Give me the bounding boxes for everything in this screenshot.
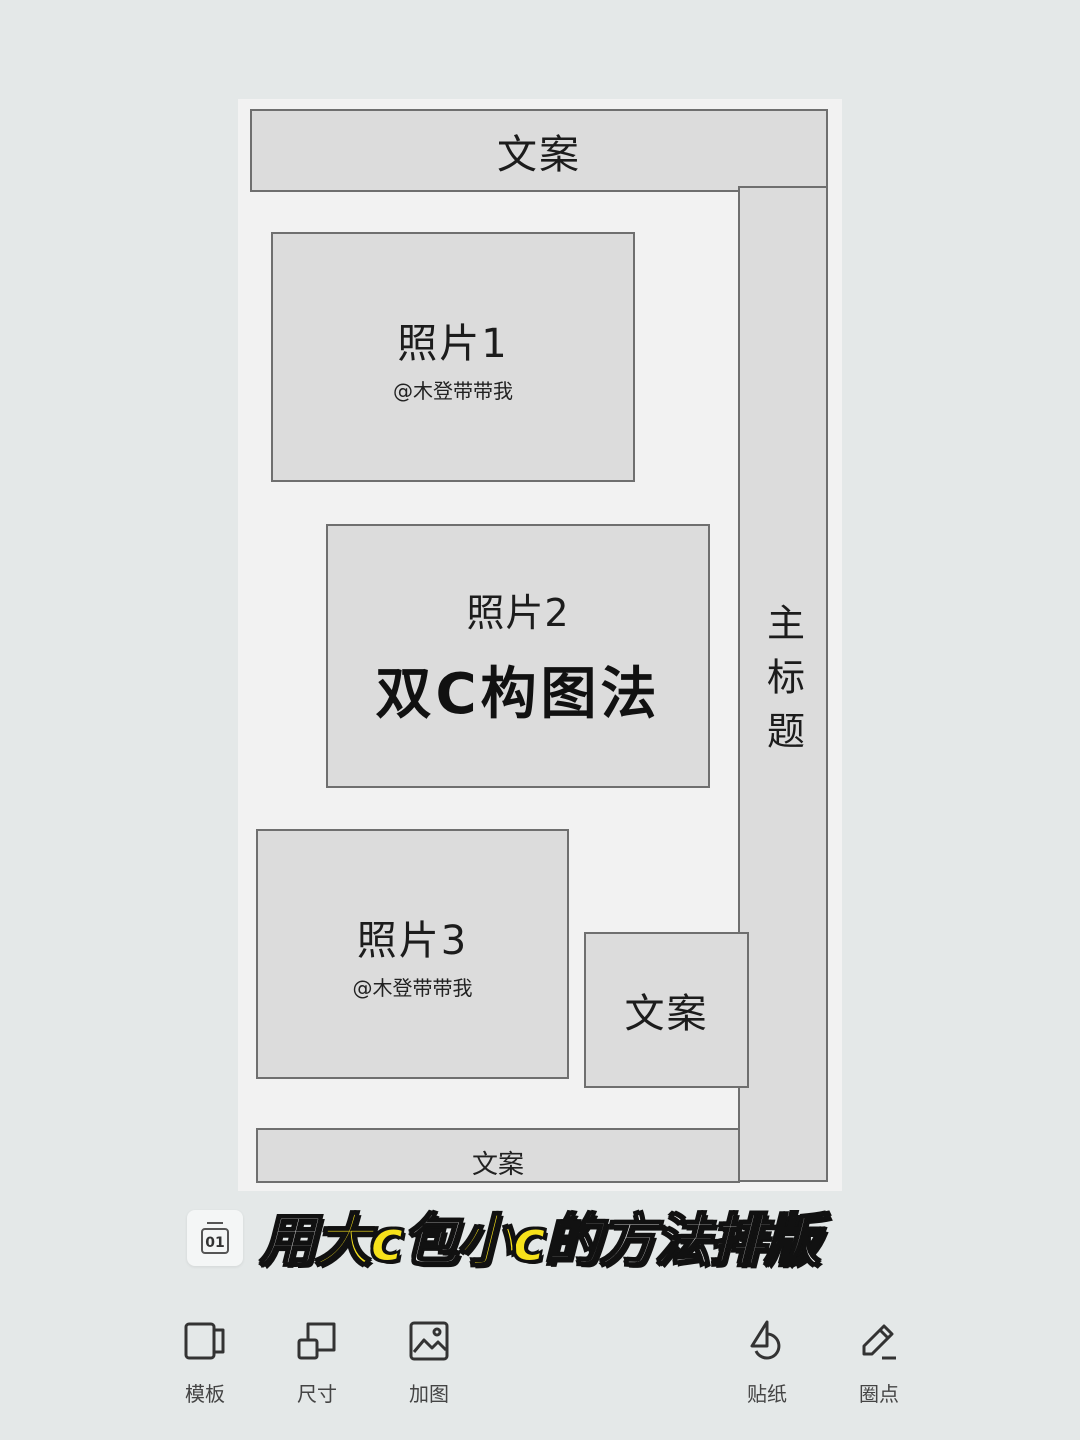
layout-canvas: 文案 主标题 照片1 @木登带带我 照片2 双C构图法 照片3 @木登带带我 文… (238, 99, 842, 1191)
toolbar-template-button[interactable]: 模板 (160, 1318, 250, 1418)
top-copy-label: 文案 (497, 131, 581, 178)
main-title-box[interactable]: 主标题 (738, 186, 828, 1182)
toolbar-annotate-button[interactable]: 圈点 (834, 1318, 924, 1418)
photo3-credit: @木登带带我 (352, 975, 473, 1000)
toolbar-add-image-button[interactable]: 加图 (384, 1318, 474, 1418)
page-thumbnail-button[interactable]: 01 (187, 1210, 243, 1266)
main-title-label: 主标题 (760, 603, 805, 765)
photo2-box[interactable]: 照片2 双C构图法 (326, 524, 710, 788)
subtitle-part: 用 (259, 1208, 317, 1275)
toolbar-template-label: 模板 (185, 1382, 225, 1406)
toolbar-annotate-label: 圈点 (859, 1382, 899, 1406)
toolbar-size-button[interactable]: 尺寸 (272, 1318, 362, 1418)
toolbar-sticker-label: 贴纸 (747, 1382, 787, 1406)
photo2-label: 照片2 (466, 591, 570, 635)
side-copy-box[interactable]: 文案 (584, 932, 749, 1088)
bottom-copy-label: 文案 (471, 1150, 524, 1180)
size-icon (297, 1322, 336, 1360)
toolbar-size-label: 尺寸 (297, 1382, 337, 1406)
photo3-label: 照片3 (356, 917, 469, 964)
photo1-label: 照片1 (397, 320, 509, 367)
sticker-icon (750, 1320, 781, 1360)
toolbar-add-image-label: 加图 (409, 1382, 449, 1406)
top-copy-box[interactable]: 文案 (250, 109, 828, 192)
subtitle-part-highlight: 大c (314, 1208, 404, 1275)
subtitle-part: 的方法排版 (544, 1208, 822, 1275)
photo1-credit: @木登带带我 (393, 378, 513, 403)
subtitle-part-highlight: 小c (456, 1208, 546, 1275)
side-copy-label: 文案 (624, 991, 709, 1037)
annotate-icon (862, 1324, 896, 1360)
bottom-copy-box[interactable]: 文案 (256, 1128, 740, 1183)
photo2-title: 双C构图法 (375, 662, 661, 727)
subtitle-part: 包 (402, 1208, 460, 1275)
toolbar-sticker-button[interactable]: 贴纸 (722, 1318, 812, 1418)
template-icon (184, 1322, 225, 1360)
add-image-icon (409, 1321, 449, 1361)
page-number: 01 (201, 1222, 229, 1254)
video-subtitle: 用大c包小c的方法排版 (0, 1196, 1080, 1277)
photo1-box[interactable]: 照片1 @木登带带我 (271, 232, 635, 482)
photo3-box[interactable]: 照片3 @木登带带我 (256, 829, 569, 1079)
